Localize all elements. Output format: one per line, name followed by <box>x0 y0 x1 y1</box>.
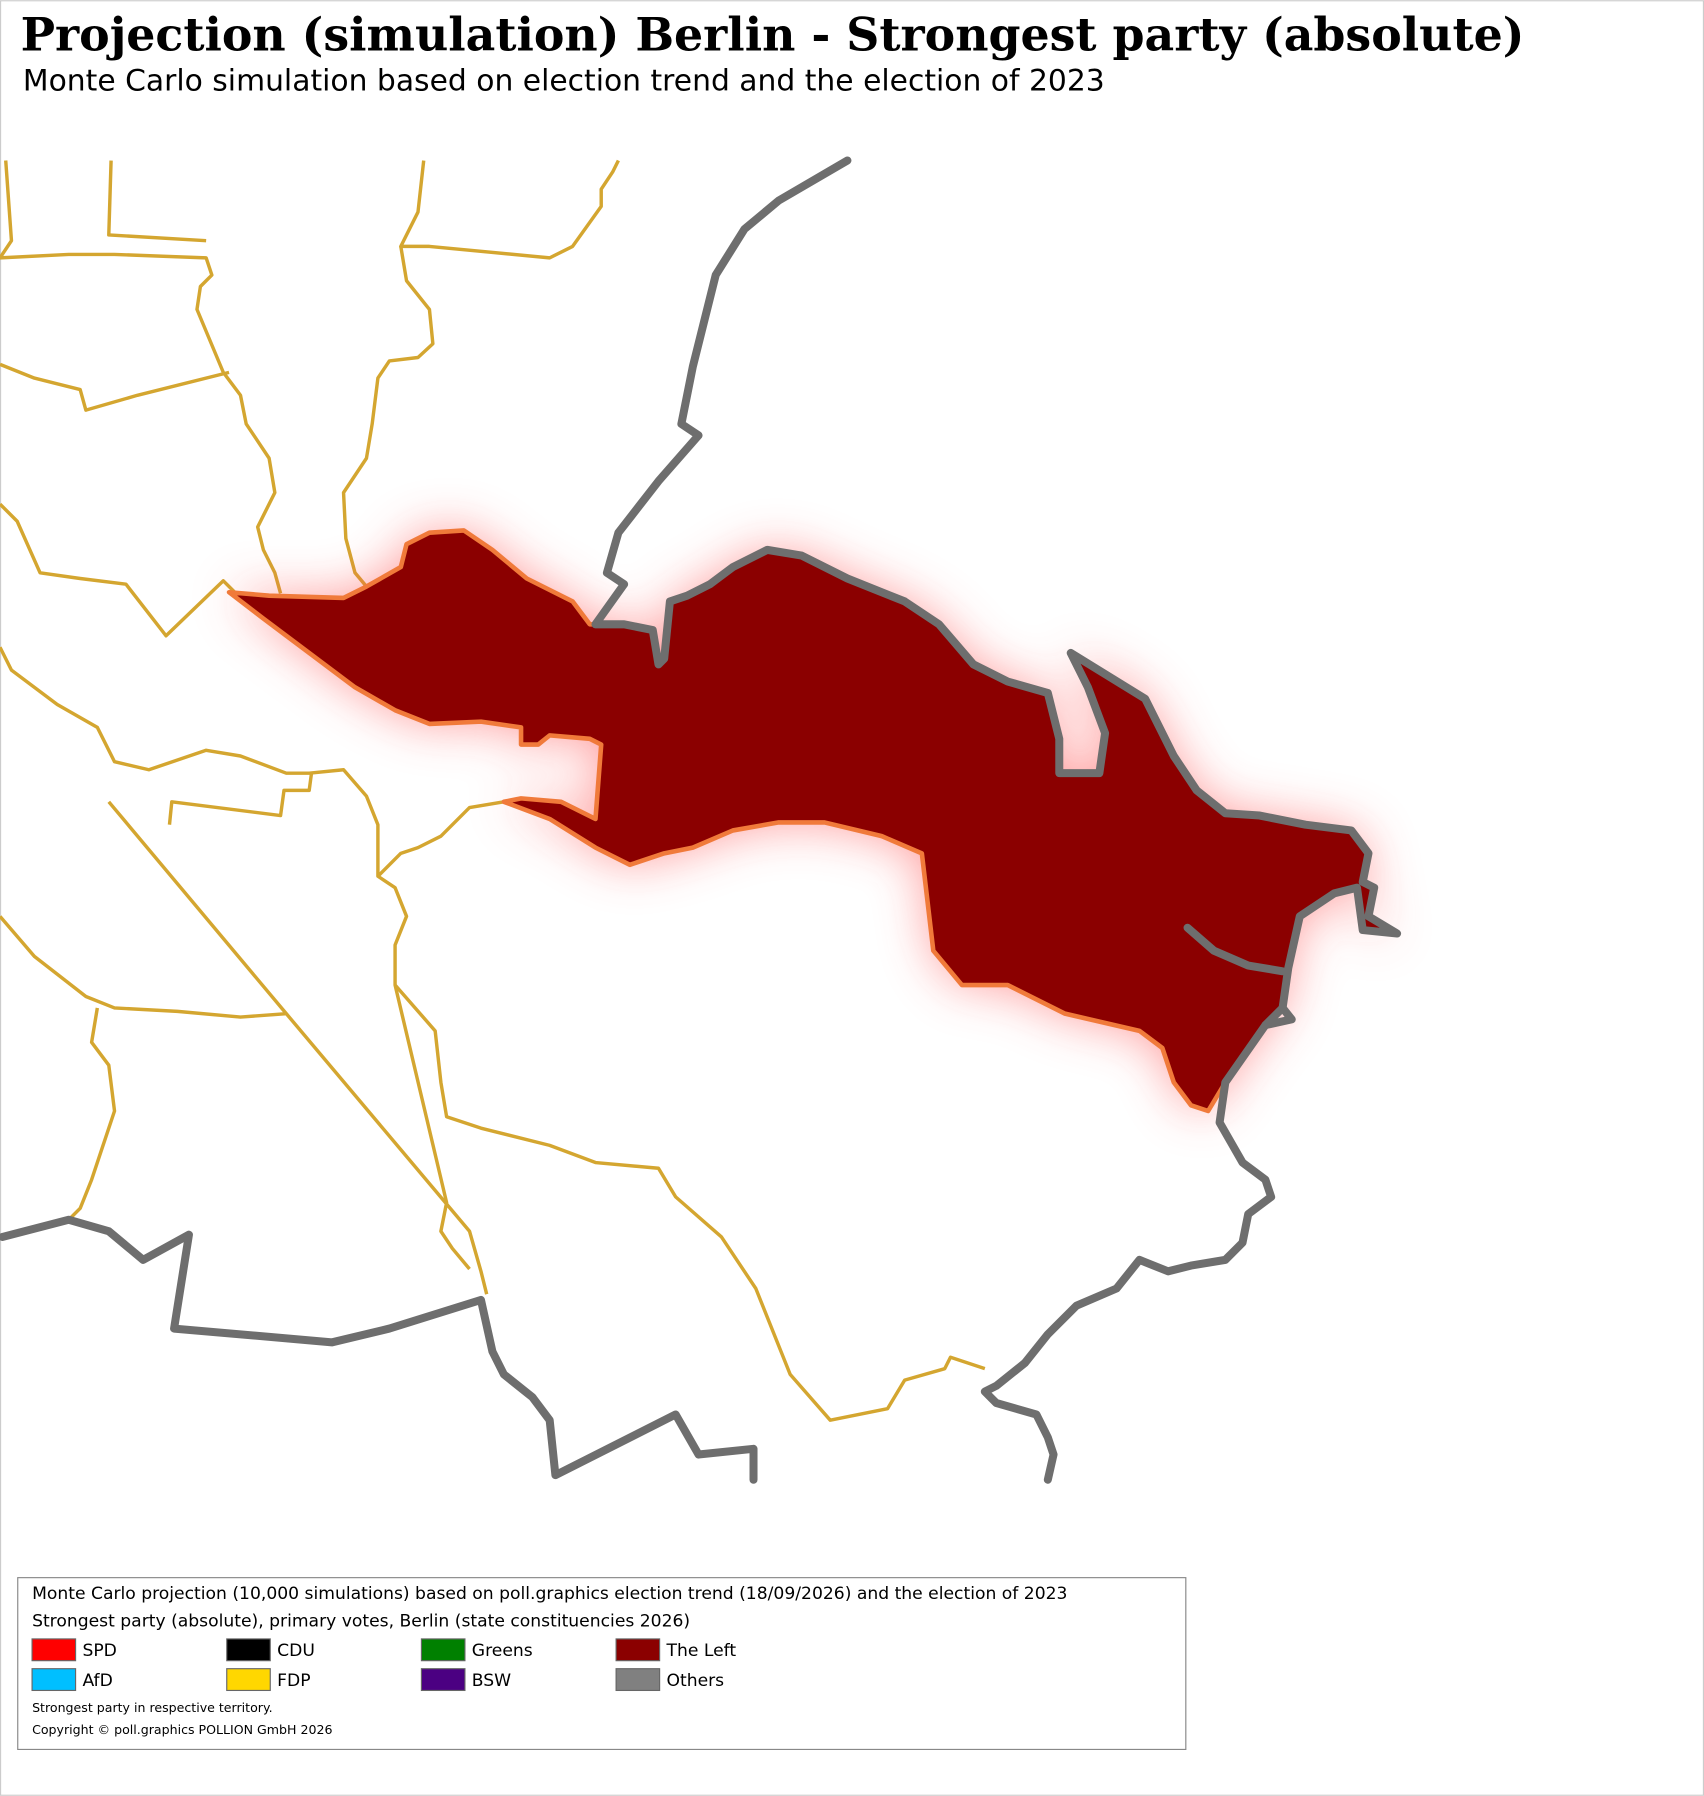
legend-swatch <box>226 1668 271 1692</box>
legend-box <box>17 1577 1187 1751</box>
legend: Monte Carlo projection (10,000 simulatio… <box>17 1577 1187 1751</box>
title: Projection (simulation) Berlin - Stronge… <box>21 8 1525 62</box>
legend-swatch <box>226 1638 271 1662</box>
constituency-borders <box>0 159 986 1422</box>
legend-label: BSW <box>472 1671 511 1691</box>
legend-swatch <box>615 1638 661 1662</box>
legend-label: CDU <box>277 1641 315 1661</box>
legend-label: Others <box>666 1671 724 1691</box>
legend-label: The Left <box>665 1641 736 1661</box>
state-border <box>0 156 1402 1484</box>
legend-label: AfD <box>82 1671 112 1691</box>
legend-label: Greens <box>472 1641 533 1661</box>
legend-swatch <box>420 1668 466 1692</box>
legend-line: Strongest party (absolute), primary vote… <box>32 1611 690 1631</box>
map <box>0 156 1402 1484</box>
legend-label: SPD <box>82 1641 116 1661</box>
legend-swatch <box>420 1638 466 1662</box>
legend-swatch <box>31 1668 77 1692</box>
legend-swatch <box>31 1638 77 1662</box>
legend-swatch <box>615 1668 661 1692</box>
subtitle: Monte Carlo simulation based on election… <box>23 64 1105 99</box>
legend-note: Copyright © poll.graphics POLLION GmbH 2… <box>32 1722 332 1737</box>
legend-line: Monte Carlo projection (10,000 simulatio… <box>32 1584 1067 1604</box>
legend-note: Strongest party in respective territory. <box>32 1700 273 1715</box>
legend-label: FDP <box>277 1671 310 1691</box>
